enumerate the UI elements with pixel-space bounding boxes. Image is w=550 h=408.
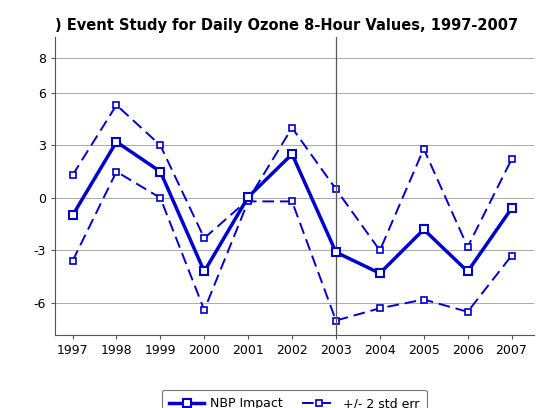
Text: ) Event Study for Daily Ozone 8-Hour Values, 1997-2007: ) Event Study for Daily Ozone 8-Hour Val… [55,18,518,33]
Legend: NBP Impact, +/- 2 std err: NBP Impact, +/- 2 std err [162,390,427,408]
